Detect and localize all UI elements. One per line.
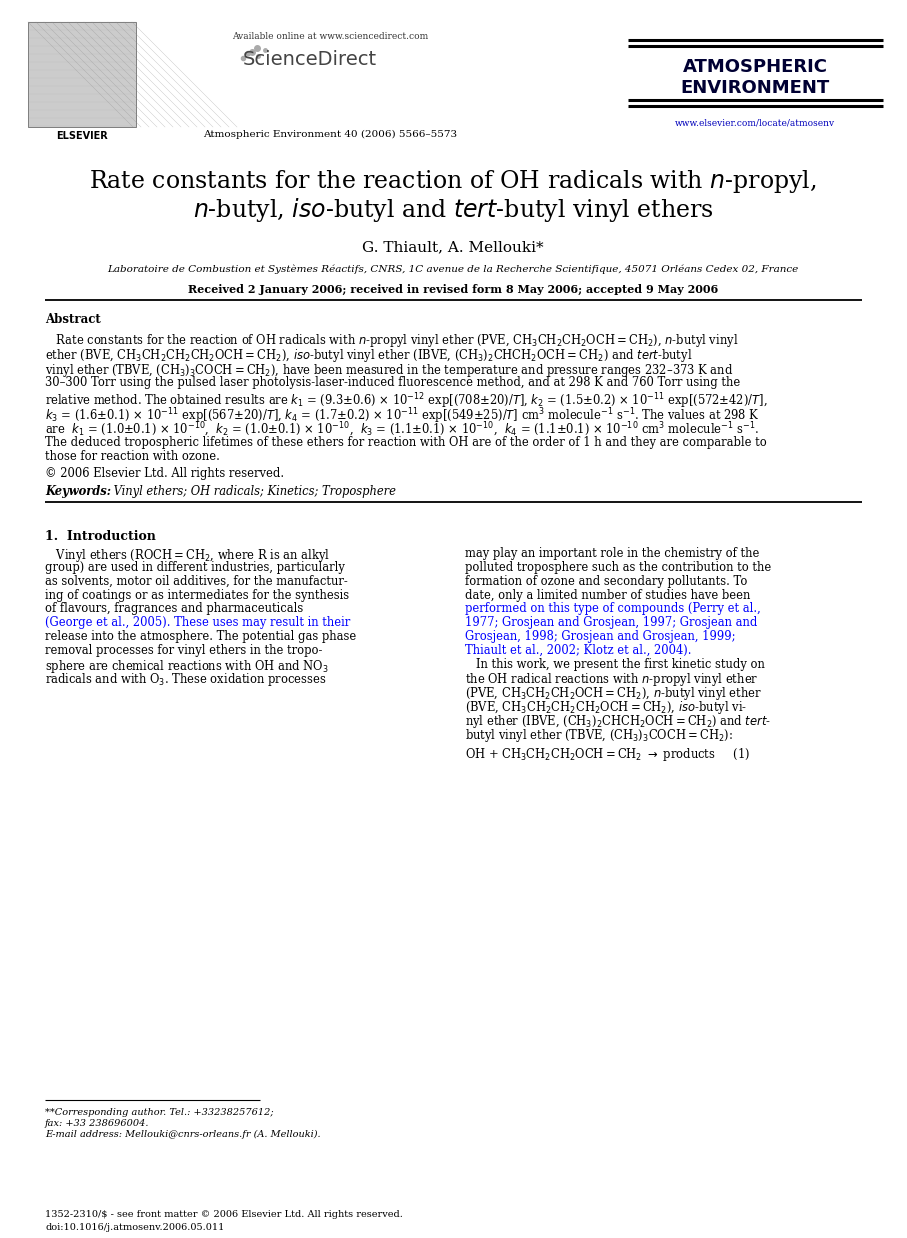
Text: 30–300 Torr using the pulsed laser photolysis-laser-induced fluorescence method,: 30–300 Torr using the pulsed laser photo… — [45, 376, 740, 390]
Text: G. Thiault, A. Mellouki*: G. Thiault, A. Mellouki* — [362, 240, 544, 254]
Text: ELSEVIER: ELSEVIER — [56, 131, 108, 141]
Text: ATMOSPHERIC: ATMOSPHERIC — [682, 58, 827, 76]
Text: (BVE, CH$_3$CH$_2$CH$_2$CH$_2$OCH$=$CH$_2$), $\it{iso}$-butyl vi-: (BVE, CH$_3$CH$_2$CH$_2$CH$_2$OCH$=$CH$_… — [465, 699, 747, 716]
Text: radicals and with O$_3$. These oxidation processes: radicals and with O$_3$. These oxidation… — [45, 671, 327, 688]
Text: date, only a limited number of studies have been: date, only a limited number of studies h… — [465, 588, 750, 602]
Text: vinyl ether (TBVE, (CH$_3$)$_3$COCH$=$CH$_2$), have been measured in the tempera: vinyl ether (TBVE, (CH$_3$)$_3$COCH$=$CH… — [45, 361, 733, 379]
Text: fax: +33 238696004.: fax: +33 238696004. — [45, 1119, 150, 1128]
Text: release into the atmosphere. The potential gas phase: release into the atmosphere. The potenti… — [45, 630, 356, 643]
Text: ether (BVE, CH$_3$CH$_2$CH$_2$CH$_2$OCH$=$CH$_2$), $\it{iso}$-butyl vinyl ether : ether (BVE, CH$_3$CH$_2$CH$_2$CH$_2$OCH$… — [45, 347, 692, 364]
Text: as solvents, motor oil additives, for the manufactur-: as solvents, motor oil additives, for th… — [45, 574, 347, 588]
Text: ing of coatings or as intermediates for the synthesis: ing of coatings or as intermediates for … — [45, 588, 349, 602]
Text: butyl vinyl ether (TBVE, (CH$_3$)$_3$COCH$=$CH$_2$):: butyl vinyl ether (TBVE, (CH$_3$)$_3$COC… — [465, 727, 733, 744]
Text: The deduced tropospheric lifetimes of these ethers for reaction with OH are of t: The deduced tropospheric lifetimes of th… — [45, 436, 766, 448]
Text: ENVIRONMENT: ENVIRONMENT — [680, 79, 830, 97]
Text: Thiault et al., 2002; Klotz et al., 2004).: Thiault et al., 2002; Klotz et al., 2004… — [465, 644, 691, 657]
Text: Available online at www.sciencedirect.com: Available online at www.sciencedirect.co… — [232, 32, 428, 41]
Text: Vinyl ethers (ROCH$=$CH$_2$, where R is an alkyl: Vinyl ethers (ROCH$=$CH$_2$, where R is … — [45, 547, 330, 565]
Text: $n$-butyl, $\it{iso}$-butyl and $\it{tert}$-butyl vinyl ethers: $n$-butyl, $\it{iso}$-butyl and $\it{ter… — [192, 196, 713, 224]
Text: relative method. The obtained results are $k_1$ = (9.3$\pm$0.6) $\times$ 10$^{-1: relative method. The obtained results ar… — [45, 391, 767, 411]
Text: **Corresponding author. Tel.: +33238257612;: **Corresponding author. Tel.: +332382576… — [45, 1108, 274, 1117]
Text: performed on this type of compounds (Perry et al.,: performed on this type of compounds (Per… — [465, 603, 761, 615]
Text: polluted troposphere such as the contribution to the: polluted troposphere such as the contrib… — [465, 561, 771, 574]
Text: www.elsevier.com/locate/atmosenv: www.elsevier.com/locate/atmosenv — [675, 118, 835, 128]
Text: of flavours, fragrances and pharmaceuticals: of flavours, fragrances and pharmaceutic… — [45, 603, 303, 615]
Text: ScienceDirect: ScienceDirect — [243, 50, 377, 69]
Text: 1.  Introduction: 1. Introduction — [45, 530, 156, 543]
Text: Grosjean, 1998; Grosjean and Grosjean, 1999;: Grosjean, 1998; Grosjean and Grosjean, 1… — [465, 630, 736, 643]
Text: Rate constants for the reaction of OH radicals with $n$-propyl,: Rate constants for the reaction of OH ra… — [89, 168, 817, 196]
Text: group) are used in different industries, particularly: group) are used in different industries,… — [45, 561, 345, 574]
Text: may play an important role in the chemistry of the: may play an important role in the chemis… — [465, 547, 759, 561]
Text: In this work, we present the first kinetic study on: In this work, we present the first kinet… — [465, 657, 765, 671]
Text: (George et al., 2005). These uses may result in their: (George et al., 2005). These uses may re… — [45, 617, 350, 629]
Text: 1352-2310/$ - see front matter © 2006 Elsevier Ltd. All rights reserved.: 1352-2310/$ - see front matter © 2006 El… — [45, 1210, 403, 1219]
Text: Abstract: Abstract — [45, 313, 101, 326]
Text: Received 2 January 2006; received in revised form 8 May 2006; accepted 9 May 200: Received 2 January 2006; received in rev… — [188, 284, 718, 295]
Text: (PVE, CH$_3$CH$_2$CH$_2$OCH$=$CH$_2$), $n$-butyl vinyl ether: (PVE, CH$_3$CH$_2$CH$_2$OCH$=$CH$_2$), $… — [465, 685, 762, 702]
Text: those for reaction with ozone.: those for reaction with ozone. — [45, 451, 219, 463]
Text: doi:10.1016/j.atmosenv.2006.05.011: doi:10.1016/j.atmosenv.2006.05.011 — [45, 1223, 224, 1232]
Text: nyl ether (IBVE, (CH$_3$)$_2$CHCH$_2$OCH$=$CH$_2$) and $\it{tert}$-: nyl ether (IBVE, (CH$_3$)$_2$CHCH$_2$OCH… — [465, 713, 771, 729]
Text: sphere are chemical reactions with OH and NO$_3$: sphere are chemical reactions with OH an… — [45, 657, 328, 675]
Text: Rate constants for the reaction of OH radicals with $n$-propyl vinyl ether (PVE,: Rate constants for the reaction of OH ra… — [45, 332, 738, 349]
Text: 1977; Grosjean and Grosjean, 1997; Grosjean and: 1977; Grosjean and Grosjean, 1997; Grosj… — [465, 617, 757, 629]
Text: the OH radical reactions with $n$-propyl vinyl ether: the OH radical reactions with $n$-propyl… — [465, 671, 758, 688]
Text: © 2006 Elsevier Ltd. All rights reserved.: © 2006 Elsevier Ltd. All rights reserved… — [45, 467, 284, 480]
Text: OH + CH$_3$CH$_2$CH$_2$OCH$=$CH$_2$ $\rightarrow$ products     (1): OH + CH$_3$CH$_2$CH$_2$OCH$=$CH$_2$ $\ri… — [465, 747, 750, 764]
Text: Keywords:: Keywords: — [45, 485, 111, 498]
Text: formation of ozone and secondary pollutants. To: formation of ozone and secondary polluta… — [465, 574, 747, 588]
Text: removal processes for vinyl ethers in the tropo-: removal processes for vinyl ethers in th… — [45, 644, 322, 657]
Text: Atmospheric Environment 40 (2006) 5566–5573: Atmospheric Environment 40 (2006) 5566–5… — [203, 130, 457, 139]
Bar — [28, 22, 136, 128]
Text: E-mail address: Mellouki@cnrs-orleans.fr (A. Mellouki).: E-mail address: Mellouki@cnrs-orleans.fr… — [45, 1130, 321, 1139]
Text: are  $k_1$ = (1.0$\pm$0.1) $\times$ 10$^{-10}$,  $k_2$ = (1.0$\pm$0.1) $\times$ : are $k_1$ = (1.0$\pm$0.1) $\times$ 10$^{… — [45, 421, 759, 438]
Text: $k_3$ = (1.6$\pm$0.1) $\times$ 10$^{-11}$ exp[(567$\pm$20)/$T$], $k_4$ = (1.7$\p: $k_3$ = (1.6$\pm$0.1) $\times$ 10$^{-11}… — [45, 406, 759, 426]
Text: Laboratoire de Combustion et Systèmes Réactifs, CNRS, 1C avenue de la Recherche : Laboratoire de Combustion et Systèmes Ré… — [107, 265, 799, 275]
Text: Vinyl ethers; OH radicals; Kinetics; Troposphere: Vinyl ethers; OH radicals; Kinetics; Tro… — [110, 485, 395, 498]
